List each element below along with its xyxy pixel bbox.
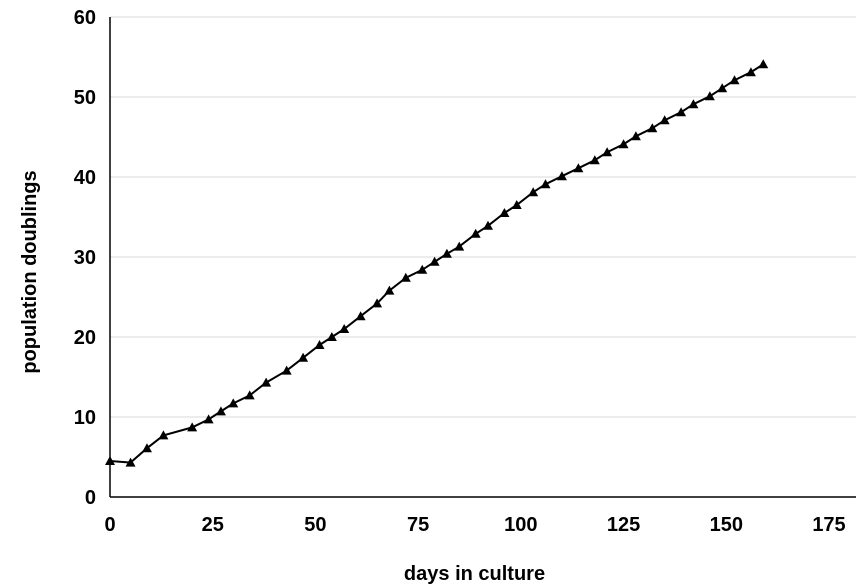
data-point [261,377,272,387]
data-point [676,107,687,117]
y-tick-label: 10 [74,407,96,429]
data-point [187,422,198,432]
x-tick-label: 25 [202,514,224,536]
data-point [314,340,325,349]
data-point [384,285,395,295]
y-axis-title: population doublings [19,170,41,373]
data-point [511,200,522,209]
x-axis-title: days in culture [404,563,545,585]
y-tick-label: 0 [85,487,96,509]
data-point [647,123,658,133]
data-point [228,398,239,408]
data-point [355,311,366,321]
data-point [105,456,115,465]
data-point [215,406,226,416]
data-point [704,91,715,101]
data-point [482,220,493,230]
data-point [372,298,383,308]
data-point [244,390,255,400]
data-point [556,171,567,181]
y-tick-label: 40 [74,167,96,189]
gridlines [110,16,856,418]
y-tick-label: 50 [74,87,96,109]
data-point [281,365,292,375]
data-point [441,248,452,258]
data-point [745,67,756,77]
data-point [326,332,337,341]
x-tick-label: 100 [504,514,537,536]
data-point [528,187,539,197]
data-point [125,457,136,467]
axes [109,17,856,498]
data-point [400,272,411,282]
data-point [429,256,440,266]
data-point [589,155,600,165]
y-tick-label: 30 [74,247,96,269]
data-point [618,139,629,149]
data-point [630,131,641,141]
data-point [203,414,214,424]
x-tick-label: 50 [304,514,326,536]
data-point [717,83,728,93]
data-point [659,115,670,125]
data-point [729,75,740,85]
data-point [417,264,428,274]
y-tick-label: 60 [74,7,96,29]
data-point [298,352,309,362]
data-point [758,59,769,69]
data-point [339,324,350,333]
data-point [573,163,584,173]
tick-labels: 0 10 20 30 40 50 60 0 25 50 75 100 125 150 175 [74,7,846,536]
x-tick-label: 125 [607,514,640,536]
data-point [688,99,699,109]
data-point [158,430,169,440]
x-tick-label: 150 [710,514,743,536]
x-tick-label: 0 [104,514,115,536]
y-tick-label: 20 [74,327,96,349]
data-point [499,208,510,217]
x-tick-label: 175 [812,514,845,536]
data-point [454,241,465,251]
data-point [141,443,152,453]
x-tick-label: 75 [407,514,429,536]
data-point [470,228,481,238]
data-point [602,147,613,157]
series [105,59,769,467]
data-point [540,179,551,189]
